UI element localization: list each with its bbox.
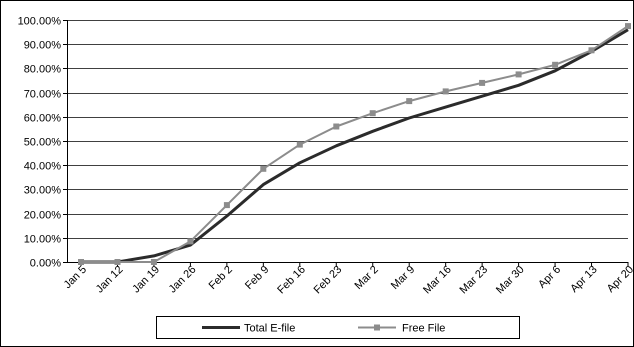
y-tick-label: 20.00% (24, 210, 62, 222)
series-line-free-file (81, 25, 629, 263)
gridlines (63, 20, 628, 263)
data-point-free-file (479, 79, 486, 86)
data-point-free-file (223, 202, 230, 209)
y-tick-label: 0.00% (30, 258, 61, 270)
series-line-total-efile (81, 28, 629, 264)
data-point-free-file (150, 259, 157, 265)
data-point-free-file (625, 23, 631, 30)
legend-marker-free-file (374, 324, 380, 331)
legend-label-free-file: Free File (402, 323, 445, 335)
y-tick-label: 30.00% (24, 185, 62, 197)
data-point-free-file (114, 259, 121, 265)
legend: Total E-file Free File (156, 316, 520, 339)
data-point-free-file (333, 123, 340, 130)
data-point-free-file (260, 165, 267, 172)
data-point-free-file (552, 61, 559, 68)
data-point-free-file (78, 259, 84, 265)
data-point-free-file (187, 238, 194, 245)
data-point-free-file (515, 71, 522, 78)
y-tick-label: 60.00% (24, 113, 62, 125)
y-tick-label: 50.00% (24, 137, 62, 149)
data-point-free-file (588, 47, 595, 54)
data-point-free-file (296, 141, 303, 148)
data-point-free-file (442, 88, 449, 95)
data-point-free-file (406, 98, 413, 105)
y-tick-label: 10.00% (24, 234, 62, 246)
series (78, 23, 631, 265)
y-tick-label: 70.00% (24, 89, 62, 101)
y-tick-label: 80.00% (24, 64, 62, 76)
data-point-free-file (369, 110, 376, 117)
y-tick-label: 100.00% (18, 16, 62, 28)
legend-box (156, 316, 520, 339)
y-tick-label: 40.00% (24, 161, 62, 173)
legend-label-total-efile: Total E-file (244, 323, 295, 335)
y-axis-ticks: 0.00% 10.00% 20.00% 30.00% 40.00% 50.00% 60.00… (18, 16, 62, 270)
y-tick-label: 90.00% (24, 40, 62, 52)
